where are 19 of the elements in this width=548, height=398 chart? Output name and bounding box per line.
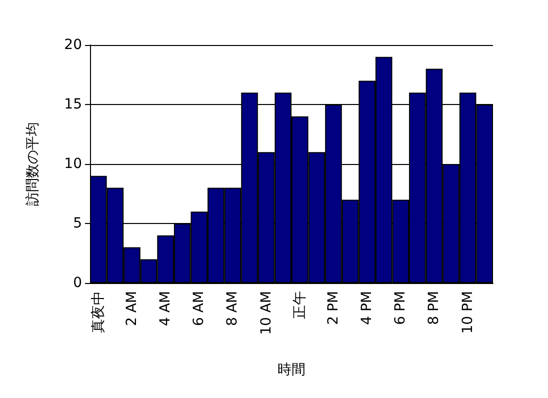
x-tick-label: 8 AM	[224, 291, 241, 326]
y-tick-label: 5	[73, 216, 82, 232]
y-tick-label: 15	[64, 96, 82, 112]
x-tick-label: 2 AM	[124, 291, 140, 326]
x-tick-label: 8 PM	[426, 291, 442, 325]
y-tick-label: 20	[64, 37, 82, 53]
x-tick-label: 10 AM	[258, 291, 274, 335]
x-tick-label: 10 PM	[460, 291, 476, 334]
x-tick-label: 4 AM	[158, 291, 174, 326]
x-tick-label: 2 PM	[325, 291, 342, 325]
x-tick-label: 6 PM	[392, 291, 409, 325]
y-axis-title: 訪問数の平均	[25, 122, 41, 206]
y-tick-label: 0	[73, 275, 82, 291]
x-tick-label: 4 PM	[359, 291, 376, 325]
x-axis-title: 時間	[278, 362, 306, 378]
x-tick-label: 真夜中	[90, 291, 106, 333]
x-tick-label: 6 AM	[191, 291, 208, 326]
x-tick-label: 正午	[292, 291, 308, 319]
y-tick-label: 10	[64, 156, 82, 172]
